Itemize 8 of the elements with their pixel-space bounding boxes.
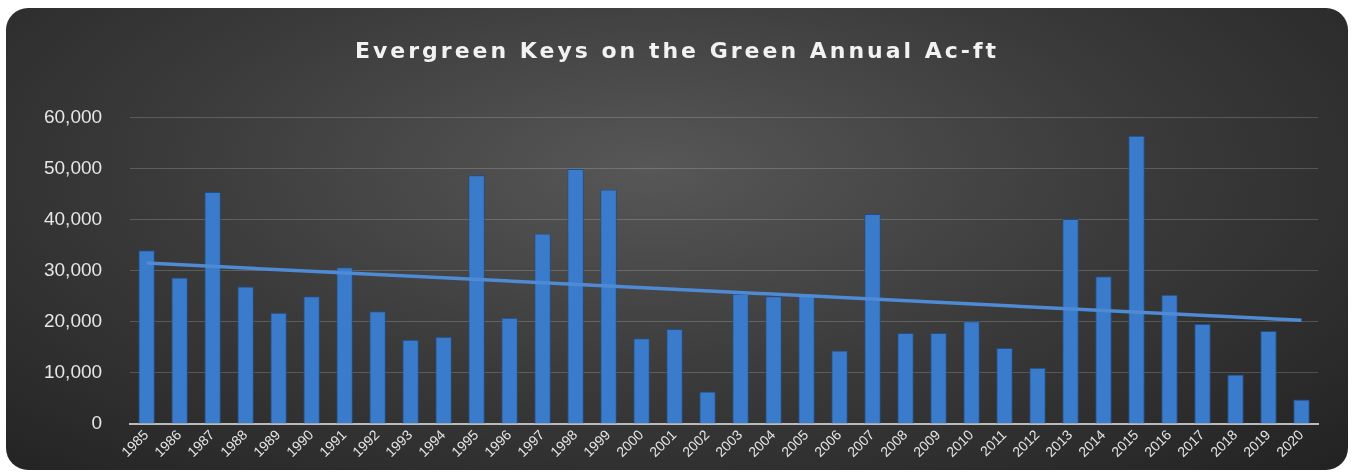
y-tick-label: 60,000 xyxy=(43,105,103,127)
y-tick-label: 30,000 xyxy=(43,258,103,280)
y-tick-label: 20,000 xyxy=(43,310,103,332)
chart-title: Evergreen Keys on the Green Annual Ac-ft xyxy=(353,38,1001,63)
y-tick-label: 40,000 xyxy=(43,207,103,229)
y-tick-label: 50,000 xyxy=(43,156,103,178)
y-tick-label: 10,000 xyxy=(43,361,103,383)
y-tick-label: 0 xyxy=(91,412,103,434)
